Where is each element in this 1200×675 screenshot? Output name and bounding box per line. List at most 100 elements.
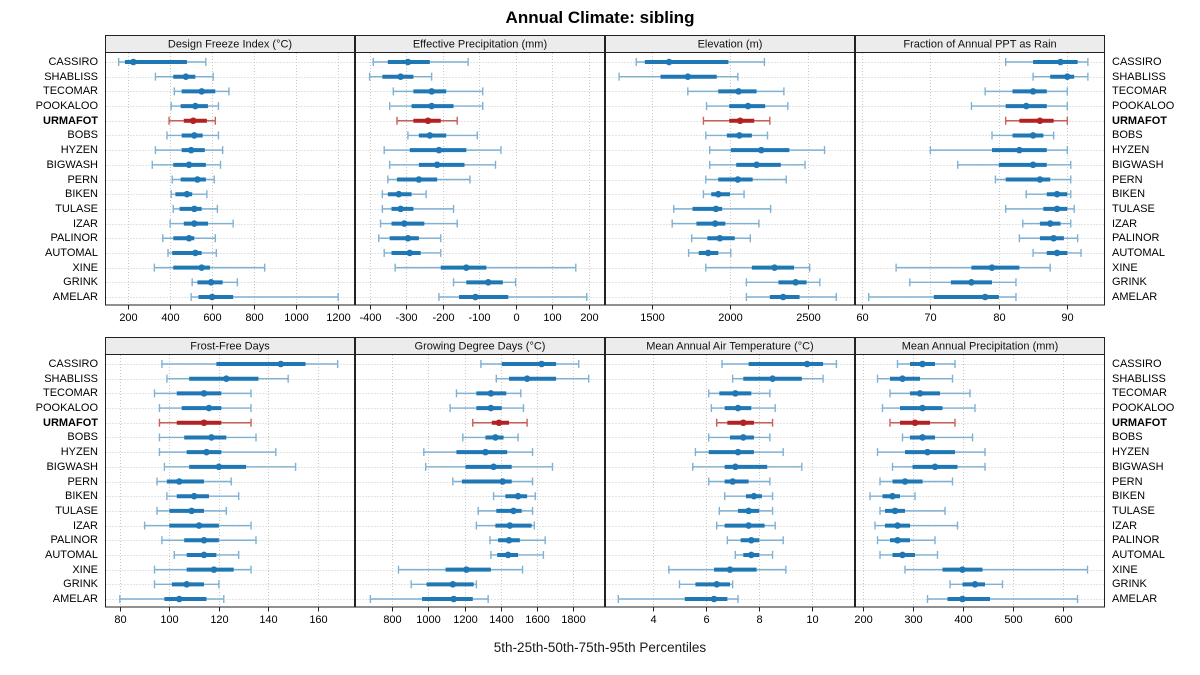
median-dot	[726, 566, 734, 573]
percentile-row-cassiro	[117, 58, 207, 66]
median-dot	[792, 279, 799, 286]
median-dot	[716, 234, 724, 242]
percentile-row-bigwash	[424, 462, 554, 471]
tick-label: 0	[513, 312, 519, 324]
median-dot	[400, 220, 408, 227]
percentile-row-izar	[379, 219, 458, 228]
percentile-row-tecomar	[984, 87, 1069, 96]
percentile-row-hyzen	[708, 146, 826, 155]
median-dot	[747, 551, 755, 559]
station-label-left-shabliss: SHABLISS	[44, 70, 98, 83]
station-label-left-automal: AUTOMAL	[45, 246, 98, 259]
median-dot	[499, 478, 506, 485]
percentile-row-pern	[994, 175, 1072, 184]
tick-label: 800	[245, 312, 263, 324]
percentile-row-urmafot	[158, 418, 252, 427]
median-dot	[1053, 205, 1061, 213]
strip-title: Mean Annual Precipitation (mm)	[902, 341, 1059, 353]
tick-label: 1000	[284, 312, 308, 324]
percentile-row-shabliss	[495, 374, 590, 383]
station-label-right-xine: XINE	[1112, 563, 1138, 576]
percentile-row-shabliss	[731, 374, 824, 383]
median-dot	[734, 448, 742, 456]
median-dot	[472, 293, 479, 301]
percentile-row-izar	[143, 521, 252, 530]
station-label-left-palinor: PALINOR	[50, 232, 98, 245]
percentile-row-cassiro	[721, 360, 838, 368]
percentile-row-cassiro	[1004, 58, 1089, 66]
tick-label: 400	[954, 614, 972, 626]
station-label-left-palinor: PALINOR	[50, 534, 98, 547]
median-dot	[889, 492, 896, 500]
station-label-left-cassiro: CASSIRO	[48, 358, 98, 370]
median-dot	[463, 264, 470, 271]
station-label-left-grink: GRINK	[63, 276, 98, 289]
percentile-row-biken	[869, 492, 916, 501]
percentile-row-amelar	[369, 595, 489, 603]
percentile-row-pern	[452, 477, 534, 486]
percentile-row-pern	[708, 477, 771, 486]
median-dot	[192, 249, 199, 257]
median-dot	[1022, 102, 1030, 110]
percentile-row-automal	[383, 248, 442, 257]
percentile-row-palinor	[162, 234, 216, 243]
median-dot	[484, 279, 492, 286]
percentile-row-grink	[678, 580, 734, 589]
median-dot	[208, 293, 216, 301]
median-dot	[899, 375, 906, 382]
panel-border	[605, 354, 855, 608]
median-dot	[277, 360, 285, 368]
station-label-left-hyzen: HYZEN	[60, 144, 98, 157]
percentile-row-hyzen	[694, 448, 784, 457]
tick-label: -200	[432, 312, 454, 324]
station-label-left-amelar: AMELAR	[52, 291, 98, 303]
station-label-right-bobs: BOBS	[1112, 431, 1143, 444]
percentile-row-amelar	[617, 595, 739, 603]
median-dot	[182, 73, 190, 80]
median-dot	[713, 581, 721, 588]
panel-border	[605, 52, 855, 306]
percentile-row-xine	[153, 263, 266, 272]
panel-fraction-of-annual-ppt-as-rain: Fraction of Annual PPT as Rain 60 70 80 90	[855, 35, 1105, 324]
percentile-row-biken	[166, 492, 240, 501]
tick-label: 90	[1061, 312, 1073, 324]
percentile-row-grink	[410, 580, 478, 589]
station-label-left-pern: PERN	[67, 475, 98, 488]
percentile-row-hyzen	[383, 146, 502, 155]
percentile-row-automal	[490, 550, 545, 559]
station-label-left-tulase: TULASE	[55, 202, 98, 215]
panel-mean-annual-air-temperature-c: Mean Annual Air Temperature (°C) 4 6 8 10	[605, 337, 855, 626]
panel-mean-annual-precipitation-mm: Mean Annual Precipitation (mm) 200 300 400 5…	[854, 337, 1105, 626]
strip-title: Fraction of Annual PPT as Rain	[903, 39, 1056, 51]
median-dot	[1050, 234, 1057, 242]
median-dot	[222, 375, 230, 382]
median-dot	[753, 161, 760, 169]
station-label-right-izar: IZAR	[1112, 519, 1138, 532]
median-dot	[492, 434, 499, 441]
station-label-left-tecomar: TECOMAR	[43, 85, 98, 98]
median-dot	[924, 448, 931, 456]
median-dot	[1029, 132, 1037, 139]
median-dot	[482, 448, 489, 456]
median-dot	[208, 434, 215, 441]
percentile-row-bigwash	[891, 462, 986, 471]
percentile-row-tulase	[156, 506, 227, 515]
percentile-row-bobs	[407, 131, 478, 140]
median-dot	[195, 522, 203, 529]
median-dot	[734, 404, 742, 412]
station-label-left-bobs: BOBS	[67, 431, 98, 444]
percentile-row-biken	[1025, 190, 1072, 199]
median-dot	[190, 492, 198, 500]
median-dot	[704, 249, 712, 257]
median-dot	[712, 205, 720, 213]
strip-title: Design Freeze Index (°C)	[168, 39, 292, 51]
station-label-right-xine: XINE	[1112, 261, 1138, 274]
median-dot	[714, 190, 722, 198]
percentile-row-tecomar	[173, 87, 230, 96]
median-dot	[490, 463, 497, 471]
percentile-row-tulase	[673, 204, 772, 213]
median-dot	[194, 176, 201, 183]
percentile-row-tulase	[879, 506, 946, 515]
median-dot	[397, 205, 404, 213]
median-dot	[981, 293, 989, 301]
